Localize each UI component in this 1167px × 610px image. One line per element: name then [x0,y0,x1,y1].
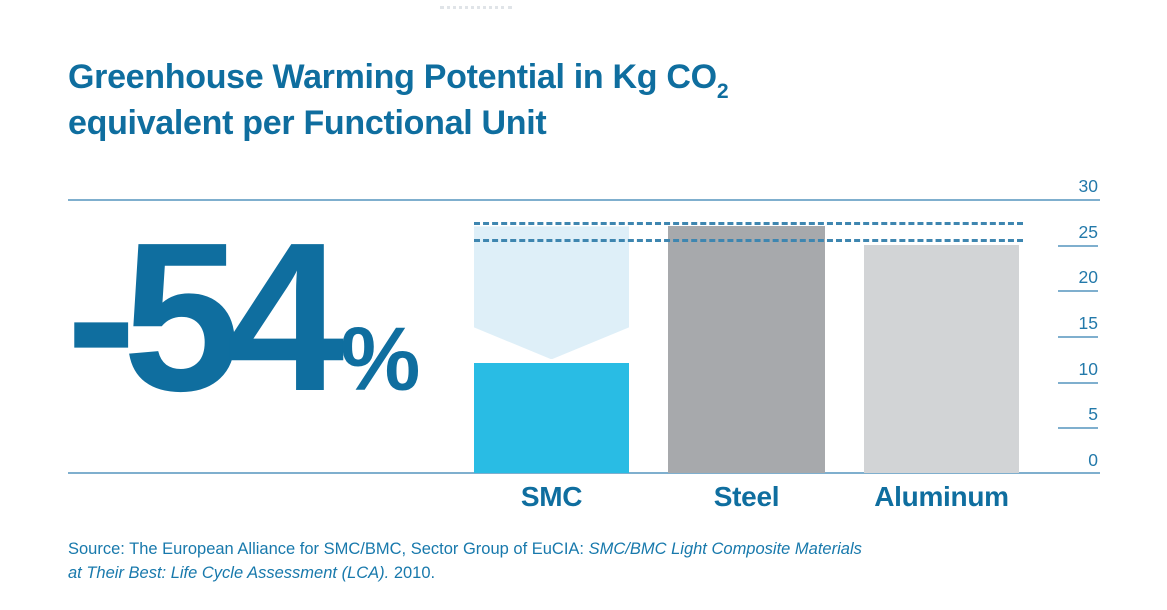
source-text-italic-2: at Their Best: Life Cycle Assessment (LC… [68,564,390,582]
source-citation: Source: The European Alliance for SMC/BM… [68,537,862,585]
y-tick-label-15: 15 [1078,313,1098,333]
y-tick-label-20: 20 [1078,267,1098,288]
highlight-number: -54 [66,198,344,435]
reference-line-steel-level [474,221,1023,225]
chart-title-line1: Greenhouse Warming Potential in Kg CO [68,58,717,96]
chart-title-subscript: 2 [716,80,729,104]
chart-title-line2: equivalent per Functional Unit [68,104,547,142]
source-text-normal-2: 2010. [389,564,436,582]
top-dotted-divider [440,6,512,9]
y-tick-mark-5 [1058,427,1098,430]
source-text-normal-1: Source: The European Alliance for SMC/BM… [68,540,589,558]
reference-line-aluminum-level [474,239,1023,242]
source-text-italic-1: SMC/BMC Light Composite Materials [588,540,862,558]
chart-title: Greenhouse Warming Potential in Kg CO2 e… [68,54,729,146]
bar-steel [668,226,825,473]
category-label-smc: SMC [520,481,583,512]
category-label-steel: Steel [713,481,780,512]
category-label-aluminum: Aluminum [874,481,1009,512]
y-tick-label-30: 30 [1078,176,1098,196]
y-tick-mark-15 [1058,336,1098,338]
y-tick-label-10: 10 [1078,358,1098,379]
y-tick-mark-20 [1058,290,1098,293]
y-tick-label-5: 5 [1088,404,1098,425]
y-tick-label-25: 25 [1078,221,1098,242]
smc-ghost-indicator [474,226,629,359]
bar-smc [474,363,629,473]
percent-sign: % [340,310,420,410]
gridline-30 [68,199,1100,201]
bar-aluminum [864,244,1019,473]
y-tick-mark-25 [1058,244,1098,247]
y-tick-mark-10 [1058,381,1098,384]
y-tick-label-0: 0 [1088,450,1098,470]
gridline-0-baseline [68,472,1100,474]
highlight-percentage: -54 % [66,198,420,435]
